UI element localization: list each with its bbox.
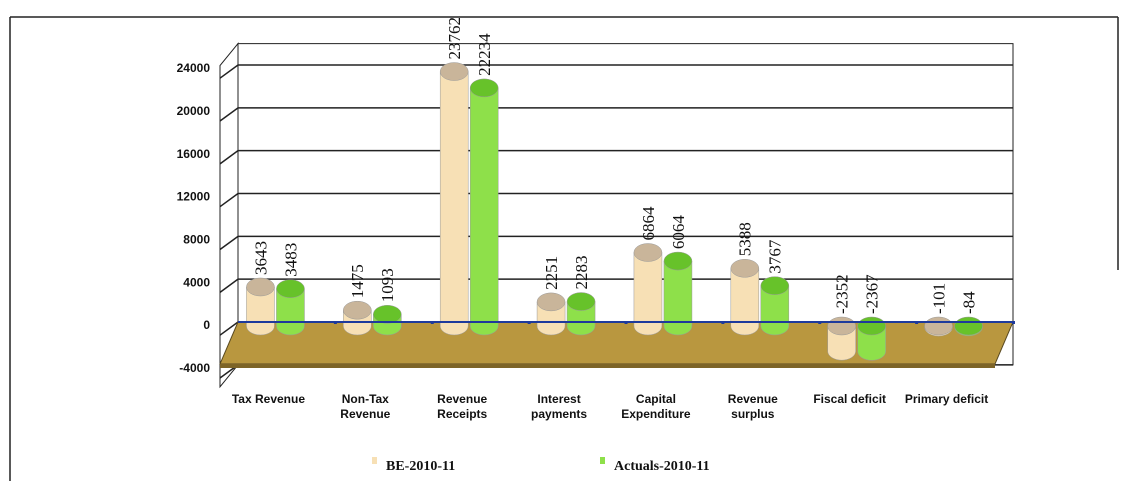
bar: [924, 316, 953, 337]
floor-edge: [220, 364, 995, 368]
legend-swatch: [600, 457, 605, 464]
legend-swatch: [372, 457, 377, 464]
legend-label: Actuals-2010-11: [614, 459, 710, 474]
bar: [469, 78, 499, 336]
x-tick-label: Non-Tax Revenue: [340, 392, 391, 421]
x-tick-label: Revenue surplus: [727, 392, 778, 421]
bar-body: [536, 301, 566, 336]
grid-line: [219, 149, 1013, 165]
value-label: 3483: [281, 243, 300, 277]
bar-top: [536, 292, 566, 312]
x-tick-label: Interest payments: [531, 392, 588, 421]
value-label: 3643: [251, 241, 270, 275]
bar-top: [246, 277, 275, 297]
y-tick-label: 16000: [177, 147, 211, 161]
bar-body: [663, 260, 693, 336]
bar-top: [760, 276, 790, 295]
bar: [536, 292, 566, 336]
bar-top: [730, 259, 760, 278]
bar-body: [633, 252, 663, 336]
grid-line: [219, 107, 1013, 122]
bar-top: [373, 305, 402, 324]
y-tick-label: 24000: [177, 61, 211, 75]
bar-top: [439, 62, 469, 81]
y-tick-label: -4000: [179, 361, 210, 375]
bar: [246, 277, 275, 336]
value-label: -84: [959, 291, 978, 314]
grid-line: [219, 64, 1013, 79]
grid-line: [219, 235, 1013, 251]
bar-top: [663, 251, 693, 271]
bar-body: [730, 268, 760, 336]
bar-body: [469, 87, 499, 336]
x-tick-label: Fiscal deficit: [813, 392, 887, 406]
bar-top: [924, 316, 953, 336]
bar: [566, 292, 596, 336]
x-tick: [1012, 321, 1015, 324]
value-label: 2283: [572, 256, 591, 290]
value-label: 6864: [639, 206, 658, 241]
bar-body: [276, 288, 305, 336]
x-tick-label: Primary deficit: [904, 392, 989, 406]
value-label: 3767: [766, 239, 785, 274]
bar: [730, 259, 760, 336]
bar-body: [857, 325, 886, 361]
value-label: 22234: [475, 33, 494, 76]
y-tick-label: 8000: [183, 233, 210, 247]
floor: [219, 321, 1014, 365]
y-tick-label: 4000: [183, 275, 210, 289]
bar-top: [954, 316, 983, 336]
bar: [760, 276, 790, 336]
value-label: -101: [929, 283, 948, 314]
bar-top: [857, 316, 886, 336]
bar-top: [827, 316, 856, 336]
value-label: 1093: [378, 268, 397, 302]
bar-top: [276, 279, 305, 298]
bar-body: [827, 325, 856, 361]
value-label: 6064: [669, 215, 688, 250]
y-tick-label: 20000: [177, 104, 211, 118]
bar-top: [469, 78, 499, 98]
x-tick-label: Tax Revenue: [231, 392, 306, 406]
bar: [827, 316, 856, 361]
bar: [954, 316, 983, 337]
y-tick-label: 0: [203, 318, 210, 332]
bar: [857, 316, 886, 361]
bar-top: [566, 292, 596, 311]
x-tick-label: Capital Expenditure: [621, 392, 691, 421]
bar: [439, 62, 469, 336]
bar-body: [566, 301, 596, 336]
value-label: -2367: [863, 274, 882, 314]
bar-body: [439, 71, 469, 336]
value-label: 5388: [736, 222, 755, 256]
bar-top: [633, 243, 663, 262]
bar: [633, 243, 663, 336]
grid-line: [219, 192, 1013, 208]
value-label: 23762: [445, 17, 464, 60]
value-label: 2251: [542, 256, 561, 290]
value-label: 1475: [348, 264, 367, 298]
bar: [663, 251, 693, 336]
bar-top: [343, 300, 372, 320]
value-label: -2352: [833, 274, 852, 314]
y-tick-label: 12000: [177, 190, 211, 204]
bar: [276, 279, 305, 336]
legend-label: BE-2010-11: [386, 459, 455, 474]
left-wall: [219, 42, 239, 389]
x-tick-label: Revenue Receipts: [437, 392, 488, 421]
bar: [343, 300, 372, 336]
bar: [373, 305, 402, 336]
